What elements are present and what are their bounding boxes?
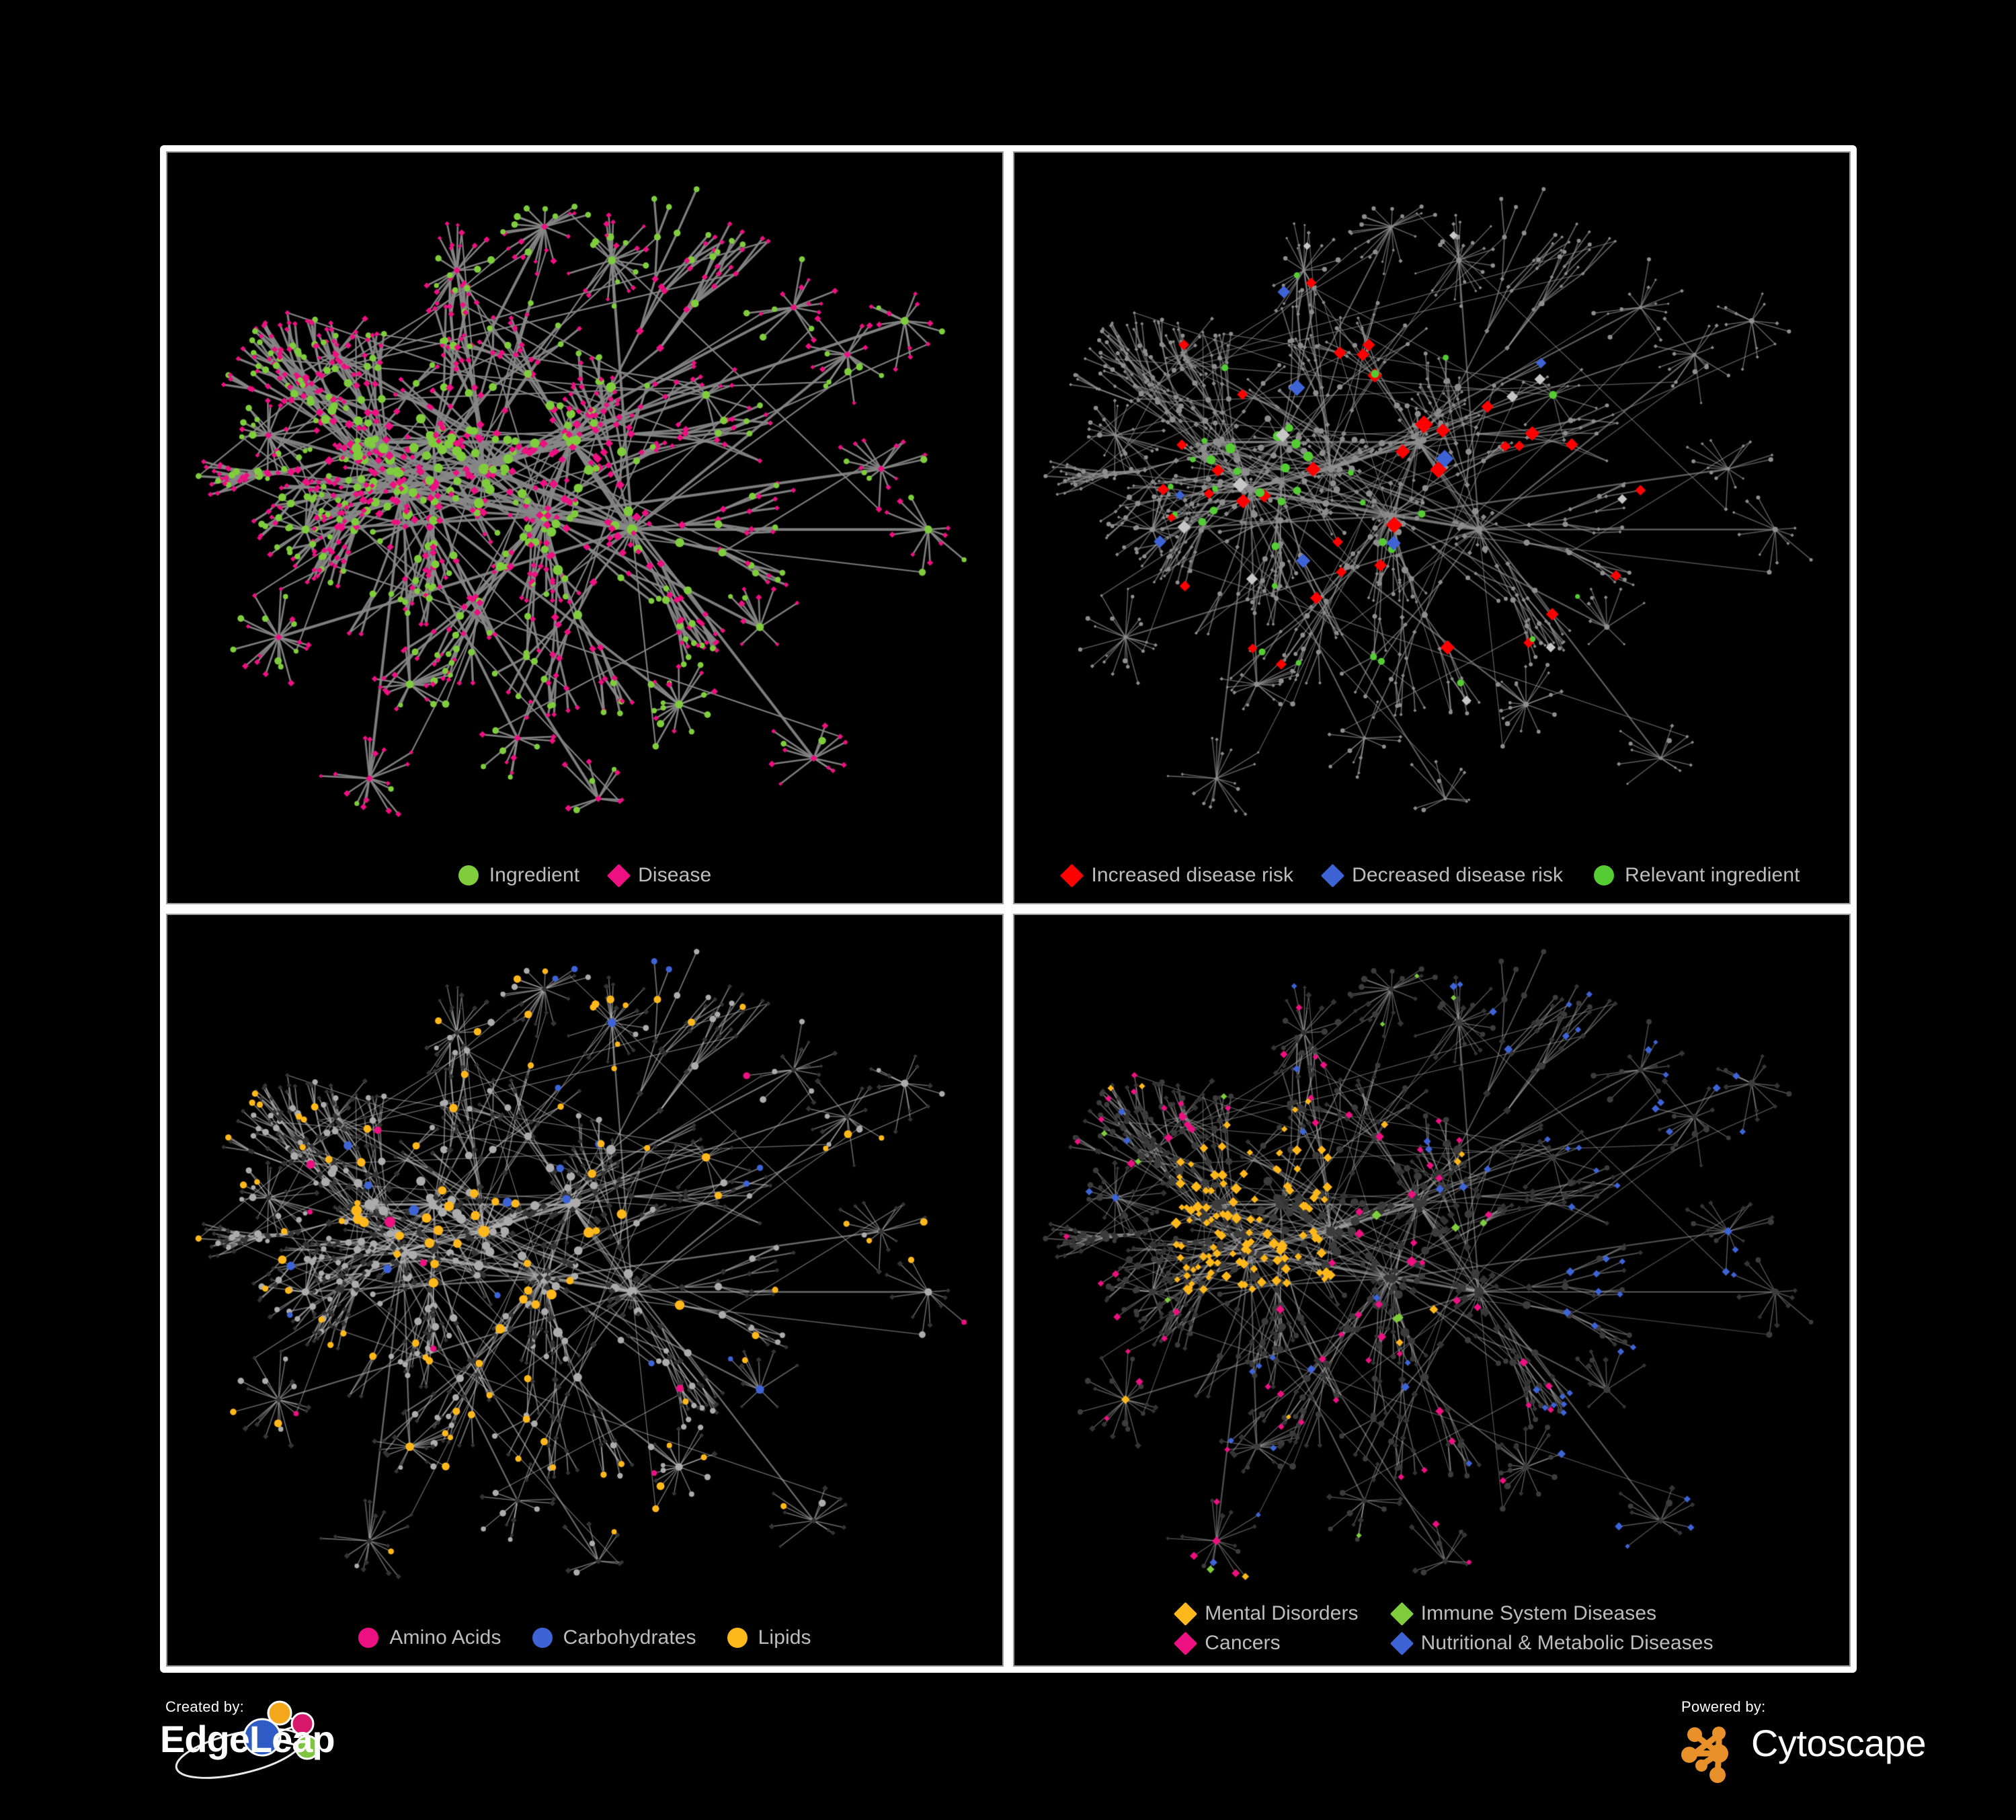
cytoscape-wordmark: Cytoscape <box>1751 1722 1927 1764</box>
edgeleap-logo[interactable]: Created by: EdgeLeap <box>160 1698 375 1799</box>
panel-ingredient-disease[interactable]: Ingredient Disease <box>166 151 1004 904</box>
panel-disease-risk[interactable]: Increased disease risk Decreased disease… <box>1013 151 1851 904</box>
network-canvas-nutrient-class[interactable] <box>167 915 1002 1665</box>
panel-disease-class[interactable]: Mental Disorders Immune System Diseases … <box>1013 914 1851 1667</box>
network-canvas-disease-risk[interactable] <box>1014 153 1849 903</box>
edgeleap-wordmark: EdgeLeap <box>160 1718 335 1760</box>
network-canvas-ingredient-disease[interactable] <box>167 153 1002 903</box>
created-by-label: Created by: <box>165 1698 245 1715</box>
panel-nutrient-class[interactable]: Amino Acids Carbohydrates Lipids <box>166 914 1004 1667</box>
cytoscape-network-icon <box>1681 1727 1728 1783</box>
figure-footer: Created by: EdgeLeap Powered by: Cytosca… <box>0 1681 2016 1820</box>
powered-by-label: Powered by: <box>1681 1698 1766 1715</box>
cytoscape-logo[interactable]: Powered by: Cytoscape <box>1677 1698 1933 1799</box>
figure-frame: Ingredient Disease Increased disease ris… <box>160 145 1857 1673</box>
network-canvas-disease-class[interactable] <box>1014 915 1849 1665</box>
